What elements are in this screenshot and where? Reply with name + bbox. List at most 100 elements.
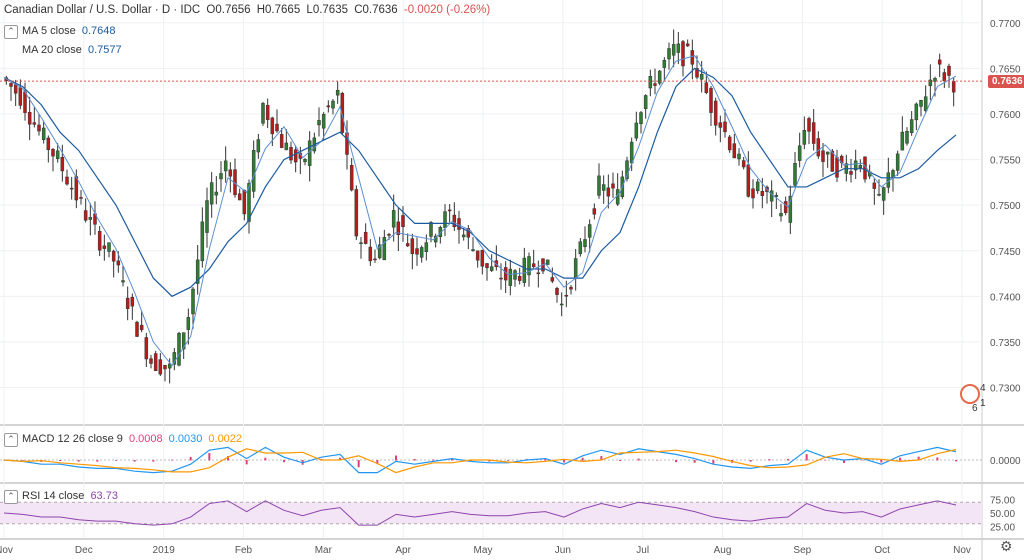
x-tick-label: Mar [315,545,333,556]
candle-body [51,149,55,157]
macd-hist-bar [899,457,901,461]
ma5-legend: MA 5 close 0.7648 [22,25,119,37]
macd-toggle-icon[interactable]: ⌃ [4,433,18,447]
candle-body [317,120,321,126]
candle-body [583,239,587,248]
macd-hist-bar [600,456,603,461]
macd-line [3,446,957,474]
candle-body [447,209,452,212]
candle-body [816,138,821,157]
macd-hist-bar [21,460,24,461]
macd-hist-bar [245,460,248,465]
candle-body [130,296,135,307]
x-tick-label: Nov [953,545,971,556]
event-flag-icon[interactable] [960,384,980,404]
candle-body [60,156,65,172]
macd-hist-bar [283,460,285,463]
candle-body [713,100,718,126]
macd-hist-bar [768,459,771,461]
ma5-label: MA 5 close [22,25,76,37]
candle-body [396,221,401,235]
x-tick-label: 2019 [153,545,176,556]
candle-body [629,141,634,164]
candle-body [508,268,513,286]
candle-body [326,105,331,108]
candle-body [872,182,877,189]
macd-label: MACD 12 26 close 9 [22,433,123,445]
candle-body [779,213,783,217]
rsi-label: RSI 14 close [22,490,85,502]
candle-body [349,165,354,191]
candle-body [513,270,517,280]
ma20-value: 0.7577 [87,44,122,56]
candle-body [270,117,275,135]
candle-body [625,160,629,179]
candle-body [802,130,807,145]
candle-body [200,221,205,262]
macd-hist-bar [675,460,677,463]
candle-body [947,65,951,76]
ma5-line [3,55,957,367]
candle-body [377,244,382,259]
candle-body [144,337,149,360]
candle-body [587,224,592,238]
candle-body [265,104,270,120]
candle-body [942,72,947,82]
candle-body [681,41,685,67]
candle-body [135,321,139,337]
candle-body [555,288,559,295]
macd-hist-bar [563,460,565,463]
candle-body [648,76,653,89]
settings-gear-icon[interactable]: ⚙ [1000,538,1013,554]
macd-hist-bar [787,458,789,461]
candle-body [671,44,676,56]
candle-body [755,181,760,192]
y-tick-label: 0.7450 [990,247,1021,258]
ohlc-open: O0.7656 [206,4,251,16]
x-tick-label: Sep [793,545,811,556]
macd-hist-bar [749,460,752,462]
candle-body [933,78,937,82]
macd-hist-bar [432,459,435,461]
ma5-toggle-icon[interactable]: ⌃ [4,25,18,39]
candle-body [909,119,914,133]
candle-body [387,234,391,236]
candle-body [858,165,863,169]
ma20-label: MA 20 close [22,44,82,56]
candle-body [793,163,797,186]
candle-body [391,210,396,228]
candle-body [181,332,186,350]
candle-body [830,150,835,172]
candle-body [690,50,695,65]
macd-hist-bar [581,457,584,461]
candle-body [125,297,130,310]
candle-body [499,277,503,280]
candle-body [37,124,41,132]
candle-body [783,201,788,213]
y-tick-label: 0.7700 [990,19,1021,30]
candle-body [881,187,886,201]
candle-body [900,131,905,151]
candle-body [606,187,611,197]
candle-body [177,332,181,366]
candle-body [242,189,247,215]
candle-body [293,149,298,163]
candle-body [359,242,363,244]
candle-body [643,95,648,110]
candle-body [928,79,933,87]
candle-body [27,111,32,125]
candle-body [205,200,209,233]
candle-body [289,147,293,161]
candle-body [32,122,37,125]
x-tick-label: Dec [75,545,93,556]
candle-body [522,257,527,283]
candle-body [573,258,578,279]
rsi-toggle-icon[interactable]: ⌃ [4,490,18,504]
macd-hist-bar [917,456,920,461]
y-tick-label: 0.7550 [990,156,1021,167]
macd-hist-bar [544,458,547,461]
macd-hist-bar [357,460,360,468]
macd-hist-bar [227,456,229,461]
candle-body [102,245,107,249]
